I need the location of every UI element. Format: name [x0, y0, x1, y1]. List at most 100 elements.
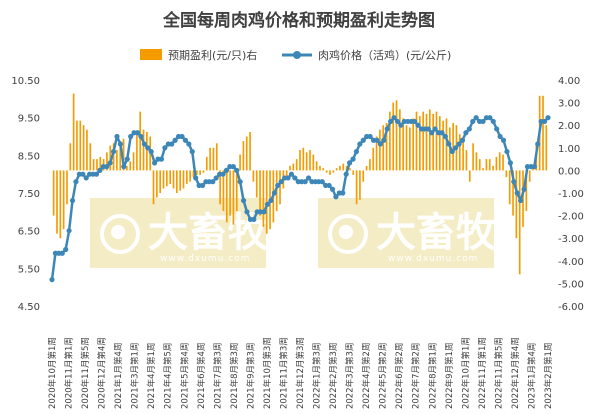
profit-bar [375, 136, 378, 171]
price-point [521, 186, 527, 192]
profit-bar [176, 170, 178, 193]
price-point [234, 167, 240, 173]
price-point [302, 179, 308, 185]
profit-bar [162, 170, 165, 189]
x-tick-label: 2022年1月第3周 [312, 343, 323, 409]
profit-bar [482, 168, 484, 171]
profit-bar [239, 154, 241, 171]
price-point [110, 148, 117, 155]
profit-bar [69, 143, 72, 171]
price-point [172, 137, 178, 143]
price-point [343, 171, 349, 177]
profit-bar [212, 147, 215, 171]
left-tick-label: 4.50 [18, 302, 40, 313]
left-tick-label: 5.50 [18, 264, 40, 275]
profit-bar [485, 159, 488, 171]
profit-bar [122, 138, 125, 171]
profit-bar [136, 134, 138, 171]
profit-bar [515, 170, 518, 239]
profit-bar [139, 111, 142, 171]
x-tick-label: 2022年9月第1周 [444, 343, 455, 409]
profit-bar [522, 170, 524, 227]
profit-bar [399, 109, 401, 171]
price-point [398, 122, 404, 128]
price-point [432, 126, 438, 132]
watermark-logo-icon [100, 214, 140, 254]
profit-bar [99, 156, 102, 171]
profit-bar [315, 161, 318, 171]
x-axis-ticks: 2020年10月第1周 2020年11月第1周 2020年11月第5周 2020年12… [47, 337, 554, 409]
price-point [179, 133, 185, 140]
price-point [305, 175, 312, 181]
price-point [456, 141, 462, 147]
profit-bar [488, 159, 491, 171]
profit-bar [52, 170, 55, 216]
price-point [531, 164, 537, 170]
right-tick-label: 3.00 [558, 99, 580, 110]
profit-bar [325, 170, 328, 173]
profit-bar [119, 141, 122, 171]
profit-bar [66, 170, 68, 205]
profit-bar [249, 131, 251, 171]
price-point [340, 190, 346, 196]
x-tick-label: 2020年11月第5周 [80, 337, 91, 409]
price-point [353, 148, 360, 155]
x-tick-label: 2021年11月第3周 [278, 337, 289, 409]
profit-bar [219, 170, 221, 205]
profit-bar [415, 111, 418, 171]
profit-bar [285, 170, 288, 178]
profit-bar [79, 120, 82, 171]
profit-bar [339, 165, 341, 171]
x-tick-label: 2020年10月第1周 [47, 337, 58, 409]
profit-bar [438, 116, 441, 171]
profit-bar [309, 150, 311, 171]
x-tick-label: 2023年1月第4周 [526, 343, 537, 409]
profit-bar [86, 129, 88, 171]
price-point [63, 246, 69, 253]
right-tick-label: -3.00 [558, 234, 584, 245]
left-tick-label: 7.50 [18, 189, 40, 200]
price-point [69, 197, 76, 204]
price-point [497, 133, 503, 140]
profit-bar [365, 165, 368, 171]
x-tick-label: 2021年12月第3周 [295, 337, 306, 409]
price-point [329, 186, 336, 192]
profit-bar [229, 170, 231, 216]
profit-bar [342, 163, 345, 171]
price-point [285, 175, 291, 181]
profit-bar [389, 111, 391, 171]
x-tick-label: 2022年11月第1周 [477, 337, 488, 409]
profit-bar [545, 125, 548, 171]
profit-bar [159, 170, 162, 193]
price-point [487, 115, 493, 121]
right-tick-label: -4.00 [558, 257, 584, 268]
profit-bar [132, 152, 135, 171]
profit-bar [172, 170, 175, 189]
x-tick-label: 2023年2月第1周 [543, 343, 554, 409]
right-tick-label: 1.00 [558, 144, 580, 155]
price-point [384, 126, 390, 132]
profit-bar [92, 159, 95, 171]
price-point [429, 130, 435, 136]
profit-bar [435, 111, 438, 171]
profit-bar [195, 170, 198, 175]
profit-bar [382, 125, 385, 171]
profit-bar [425, 113, 428, 171]
price-point [326, 182, 332, 189]
price-point [66, 228, 72, 234]
watermark-domain: www.dxumu.com [388, 254, 478, 264]
price-point [213, 175, 219, 181]
profit-bar [202, 170, 205, 173]
right-tick-label: 4.00 [558, 76, 580, 87]
price-point [271, 190, 277, 196]
profit-bar [215, 143, 218, 171]
price-point [518, 197, 524, 204]
price-point [230, 164, 236, 170]
x-tick-label: 2021年4月第5周 [163, 343, 174, 409]
right-tick-label: -5.00 [558, 279, 584, 290]
profit-bar [542, 95, 544, 171]
price-point [480, 118, 486, 125]
price-point [288, 171, 295, 177]
price-point [59, 250, 65, 256]
